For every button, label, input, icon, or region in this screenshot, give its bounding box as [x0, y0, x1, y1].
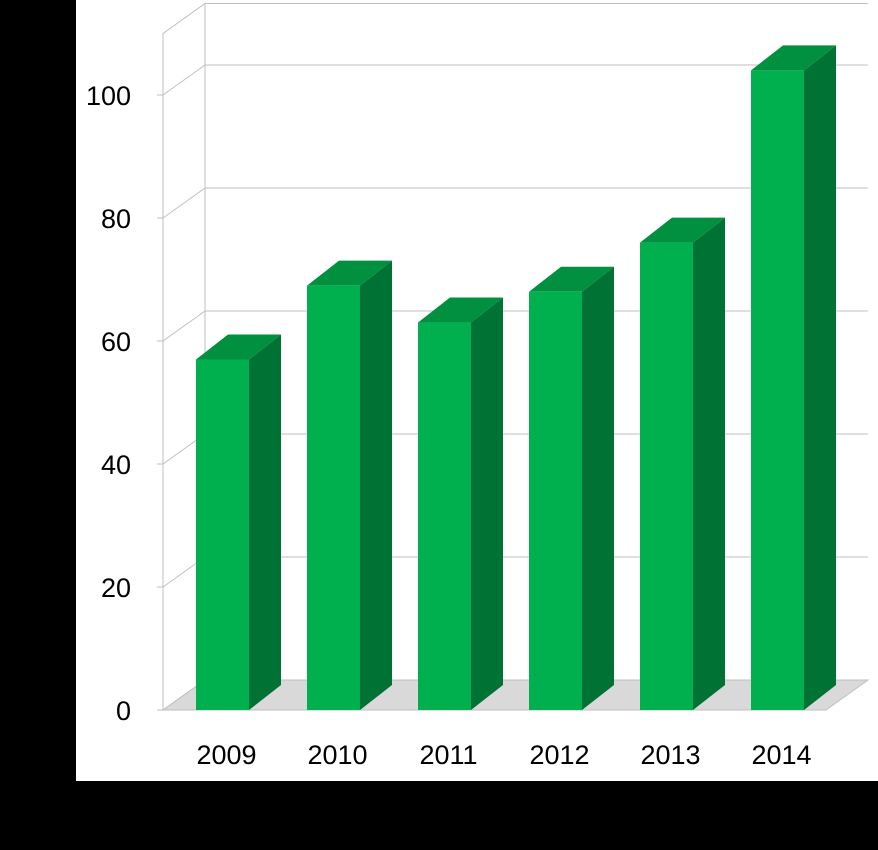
bar-side-face	[360, 260, 392, 710]
bar-front-face	[640, 242, 693, 710]
y-tick-label: 0	[116, 696, 131, 726]
bar-top-face	[640, 217, 725, 243]
bar	[751, 45, 836, 710]
bar-front-face	[196, 359, 249, 710]
gridline-diagonal	[162, 187, 206, 219]
bar-front-face	[307, 285, 360, 710]
y-axis: 0 20 40 60 80 100	[86, 81, 131, 726]
gridline-diagonal	[162, 310, 206, 342]
x-axis: 2009 2010 2011 2012 2013 2014	[196, 740, 811, 770]
bars	[196, 45, 836, 710]
y-tick-label: 100	[86, 81, 131, 111]
x-tick-label: 2010	[307, 740, 367, 770]
bar-side-face	[693, 217, 725, 710]
x-tick-label: 2011	[419, 740, 477, 770]
bar-front-face	[529, 291, 582, 710]
gridline-diagonal	[162, 64, 206, 96]
bar	[196, 334, 281, 710]
y-tick-label: 20	[101, 573, 131, 603]
bar	[529, 266, 614, 710]
bar-top-face	[418, 297, 503, 323]
y-tick-label: 40	[101, 450, 131, 480]
bar-side-face	[804, 45, 836, 710]
bar-side-face	[249, 334, 281, 710]
x-tick-label: 2014	[751, 740, 811, 770]
bar-front-face	[418, 322, 471, 710]
y-tick-label: 80	[101, 204, 131, 234]
x-tick-label: 2012	[529, 740, 589, 770]
bar-top-face	[307, 260, 392, 286]
bar	[418, 297, 503, 710]
y-tick-label: 60	[101, 327, 131, 357]
bar-top-face	[529, 266, 614, 292]
x-tick-label: 2013	[640, 740, 700, 770]
bar-side-face	[582, 266, 614, 710]
x-tick-label: 2009	[196, 740, 256, 770]
bar	[307, 260, 392, 710]
bar-top-face	[751, 45, 836, 71]
bar-front-face	[751, 70, 804, 710]
bar-top-face	[196, 334, 281, 360]
bar-side-face	[471, 297, 503, 710]
bar	[640, 217, 725, 710]
